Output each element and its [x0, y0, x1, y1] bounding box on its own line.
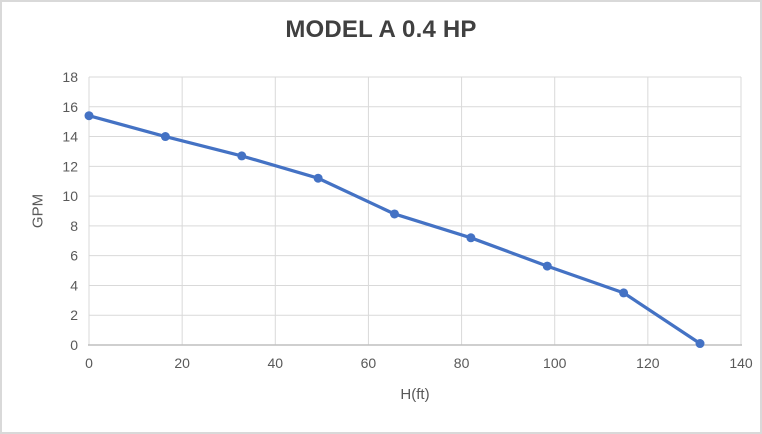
- data-point-marker: [466, 233, 476, 243]
- series-line: [87, 114, 702, 346]
- y-tick-label: 18: [62, 69, 78, 85]
- y-tick-label: 10: [62, 188, 78, 204]
- data-point-marker: [160, 132, 170, 142]
- data-point-marker: [542, 261, 552, 271]
- x-tick-label: 80: [454, 355, 470, 371]
- x-axis-title: H(ft): [400, 386, 430, 403]
- data-point-marker: [313, 173, 323, 183]
- y-tick-label: 14: [62, 129, 78, 145]
- x-tick-label: 100: [543, 355, 567, 371]
- data-point-marker: [84, 111, 94, 121]
- x-tick-label: 40: [267, 355, 283, 371]
- data-point-marker: [695, 339, 705, 349]
- y-tick-label: 12: [62, 158, 78, 174]
- x-tick-label: 0: [85, 355, 93, 371]
- y-tick-label: 6: [70, 248, 78, 264]
- x-tick-label: 60: [361, 355, 377, 371]
- y-tick-label: 4: [70, 277, 78, 293]
- y-tick-label: 8: [70, 218, 78, 234]
- chart-title: MODEL A 0.4 HP: [285, 16, 477, 43]
- y-tick-label: 2: [70, 307, 78, 323]
- data-point-marker: [237, 151, 247, 161]
- data-point-marker: [619, 288, 629, 298]
- y-tick-label: 16: [62, 99, 78, 115]
- x-tick-label: 120: [636, 355, 660, 371]
- x-tick-label: 140: [729, 355, 753, 371]
- data-point-marker: [390, 209, 400, 219]
- x-tick-label: 20: [174, 355, 190, 371]
- y-tick-label: 0: [70, 337, 78, 353]
